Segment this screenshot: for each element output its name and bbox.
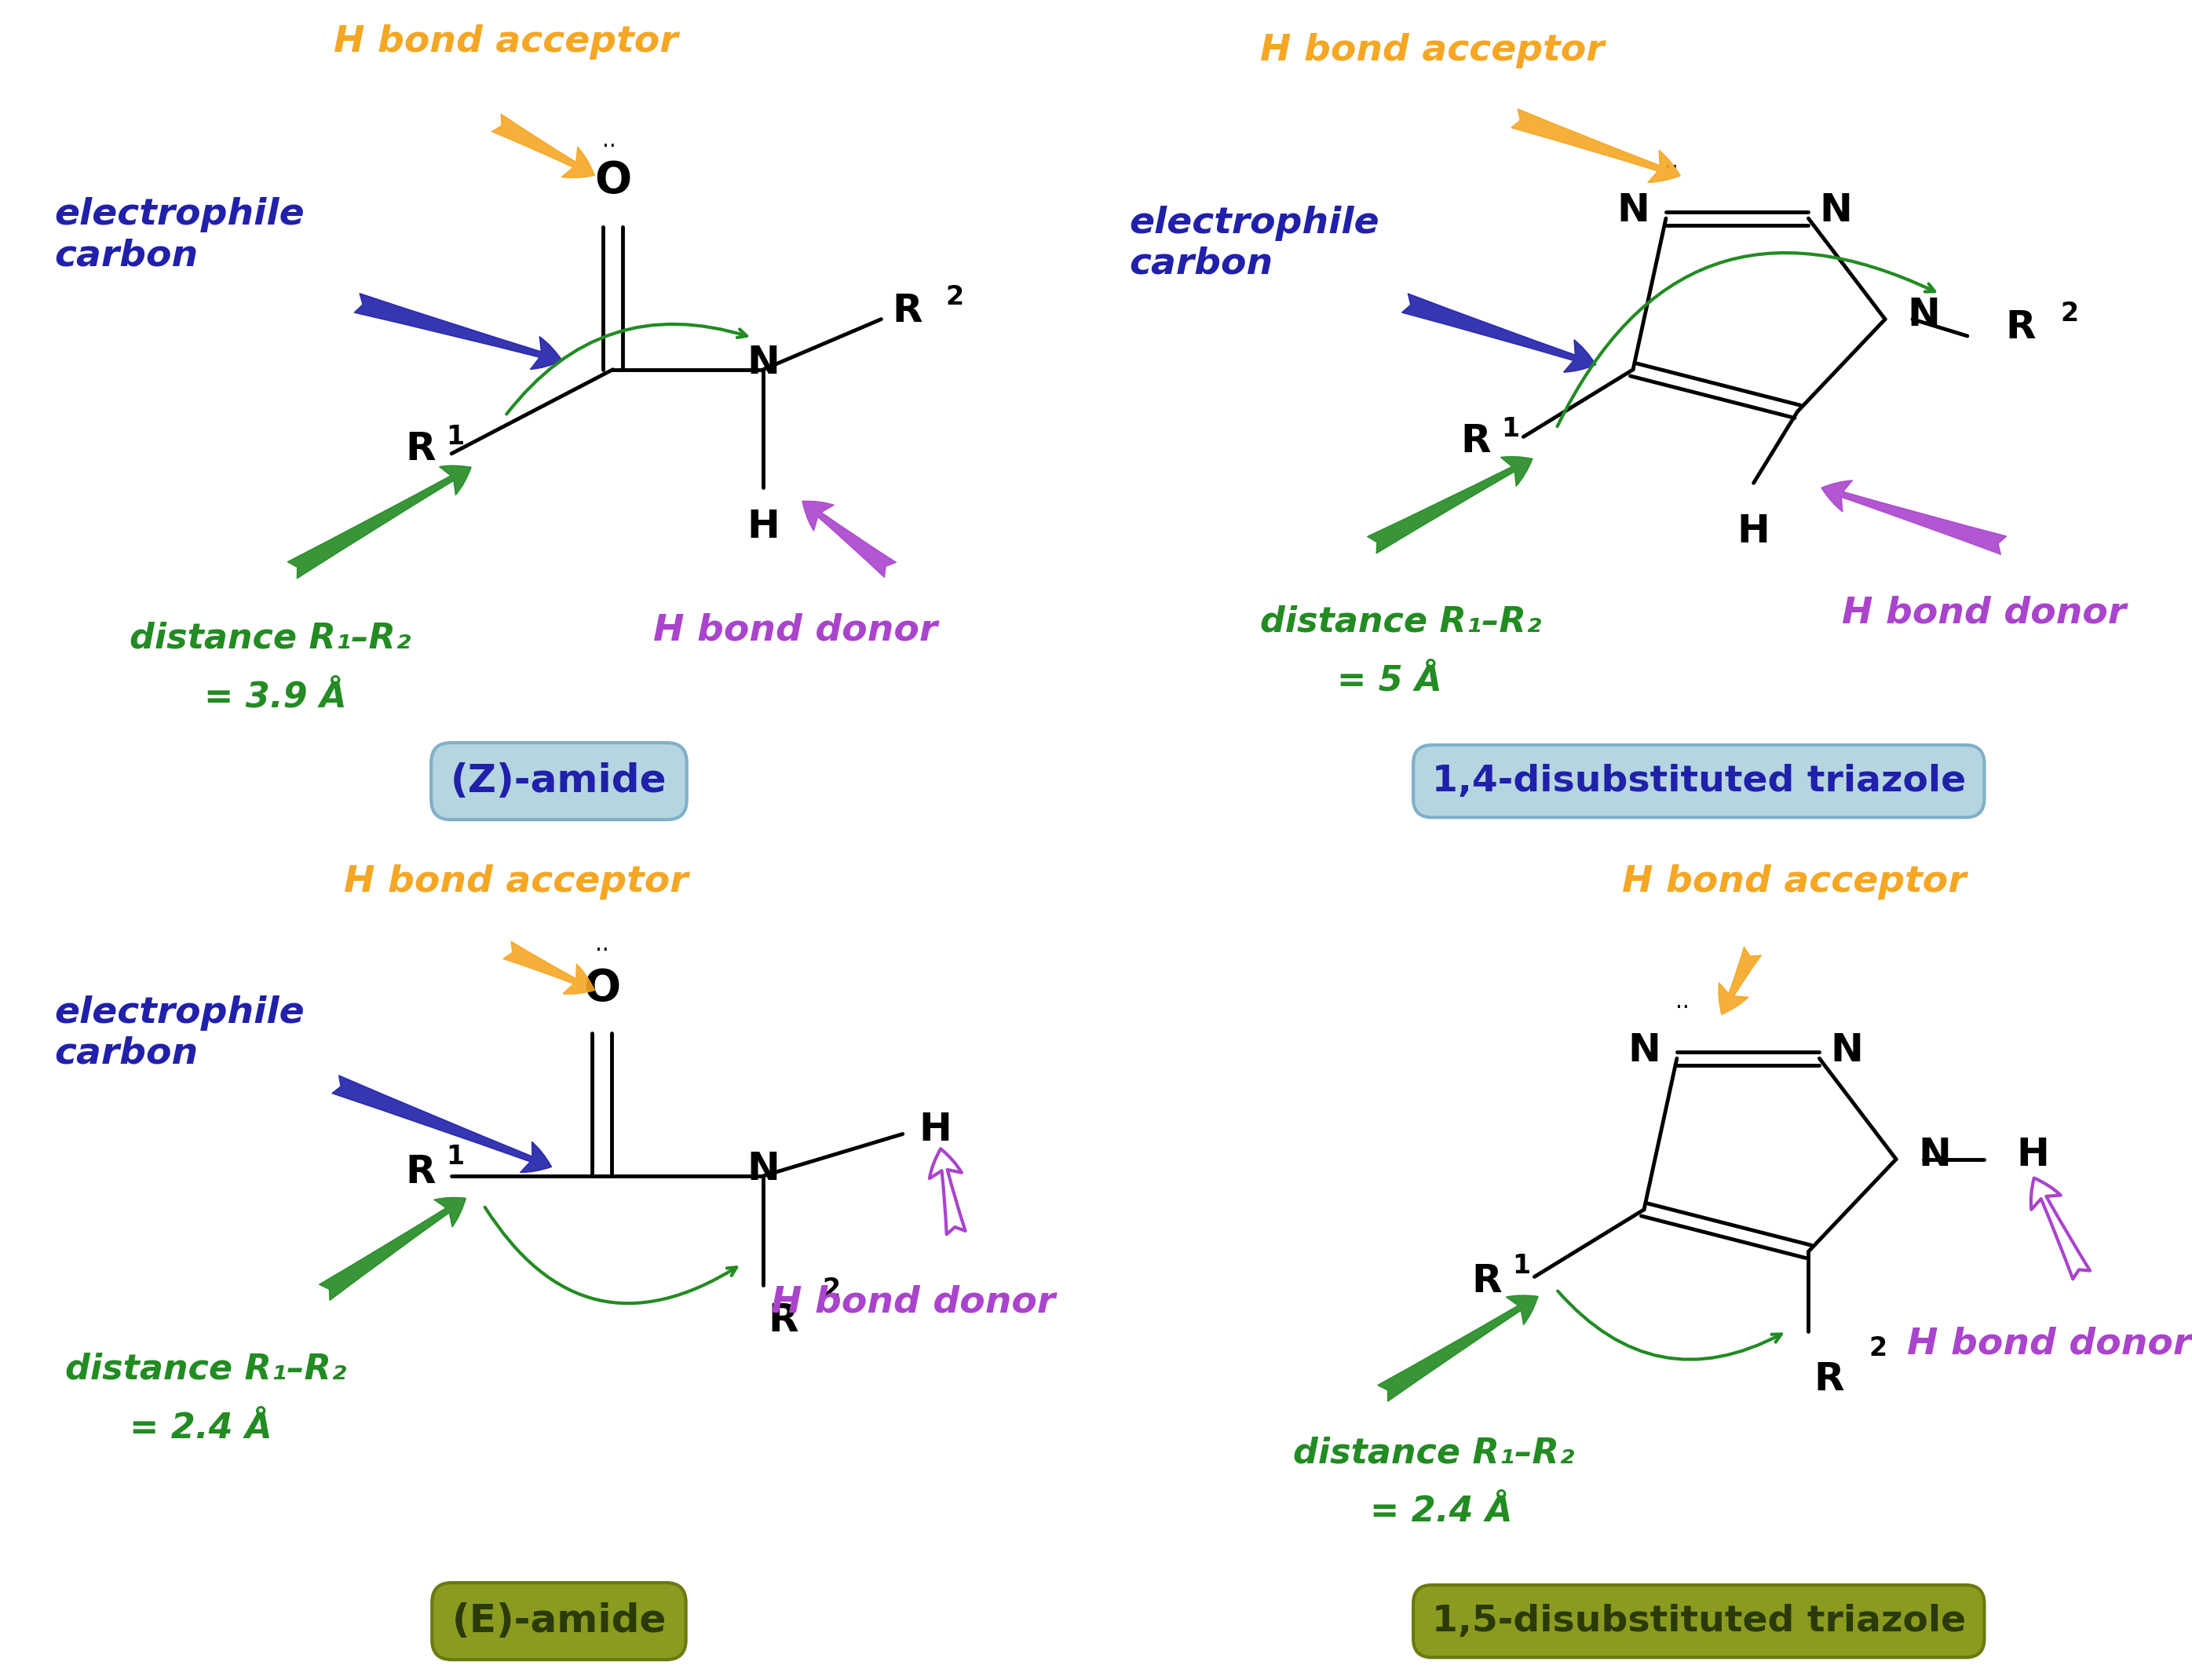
Text: 2: 2 [2060, 301, 2078, 326]
Text: distance R₁–R₂: distance R₁–R₂ [66, 1352, 346, 1386]
Text: electrophile
carbon: electrophile carbon [1129, 205, 1379, 282]
Text: R: R [2006, 309, 2036, 346]
Text: R: R [406, 1152, 436, 1191]
Text: 1: 1 [447, 1144, 465, 1169]
Text: = 2.4 Å: = 2.4 Å [129, 1411, 272, 1445]
Text: H bond donor: H bond donor [653, 612, 938, 648]
Text: R: R [1471, 1262, 1502, 1300]
Text: = 2.4 Å: = 2.4 Å [1370, 1495, 1512, 1529]
Text: H: H [747, 507, 780, 546]
Text: N: N [1618, 192, 1648, 228]
Text: H bond donor: H bond donor [772, 1284, 1057, 1320]
Text: N: N [1918, 1136, 1951, 1174]
Text: R: R [1815, 1361, 1843, 1398]
Text: ··: ·· [1675, 996, 1690, 1020]
Text: ··: ·· [603, 136, 623, 158]
Text: O: O [583, 968, 620, 1010]
Text: electrophile
carbon: electrophile carbon [55, 197, 305, 274]
Text: 2: 2 [822, 1277, 840, 1302]
Text: N: N [1907, 296, 1940, 334]
Text: H: H [918, 1110, 951, 1149]
Text: N: N [747, 1151, 780, 1188]
Text: N: N [747, 344, 780, 381]
Text: R: R [769, 1302, 798, 1339]
Text: H bond acceptor: H bond acceptor [1260, 32, 1605, 69]
Text: distance R₁–R₂: distance R₁–R₂ [129, 622, 410, 655]
Text: H bond donor: H bond donor [1907, 1326, 2192, 1362]
Text: H: H [2017, 1136, 2050, 1174]
Text: O: O [594, 160, 631, 202]
Text: 2: 2 [1868, 1336, 1887, 1361]
Text: N: N [1830, 1032, 1863, 1068]
Text: 1,4-disubstituted triazole: 1,4-disubstituted triazole [1431, 763, 1966, 800]
Text: 1: 1 [447, 423, 465, 450]
Text: distance R₁–R₂: distance R₁–R₂ [1260, 605, 1541, 638]
Text: (Z)-amide: (Z)-amide [452, 763, 666, 800]
Text: N: N [1819, 192, 1852, 228]
Text: 1: 1 [1512, 1253, 1530, 1278]
Text: H bond acceptor: H bond acceptor [333, 24, 677, 60]
Text: 1: 1 [1502, 417, 1519, 442]
Text: R: R [406, 430, 436, 469]
Text: H: H [1738, 512, 1769, 549]
Text: R: R [1460, 422, 1491, 460]
Text: H bond acceptor: H bond acceptor [1622, 864, 1966, 900]
Text: 1,5-disubstituted triazole: 1,5-disubstituted triazole [1431, 1603, 1966, 1640]
Text: N: N [1629, 1032, 1662, 1068]
Text: ··: ·· [1664, 156, 1679, 180]
Text: distance R₁–R₂: distance R₁–R₂ [1293, 1436, 1574, 1470]
Text: = 3.9 Å: = 3.9 Å [204, 680, 346, 714]
Text: electrophile
carbon: electrophile carbon [55, 995, 305, 1072]
Text: R: R [892, 292, 923, 329]
Text: (E)-amide: (E)-amide [452, 1603, 666, 1640]
Text: = 5 Å: = 5 Å [1337, 664, 1442, 697]
Text: ··: ·· [594, 939, 609, 961]
Text: H bond acceptor: H bond acceptor [344, 864, 688, 900]
Text: 2: 2 [945, 284, 964, 309]
Text: H bond donor: H bond donor [1841, 595, 2126, 632]
